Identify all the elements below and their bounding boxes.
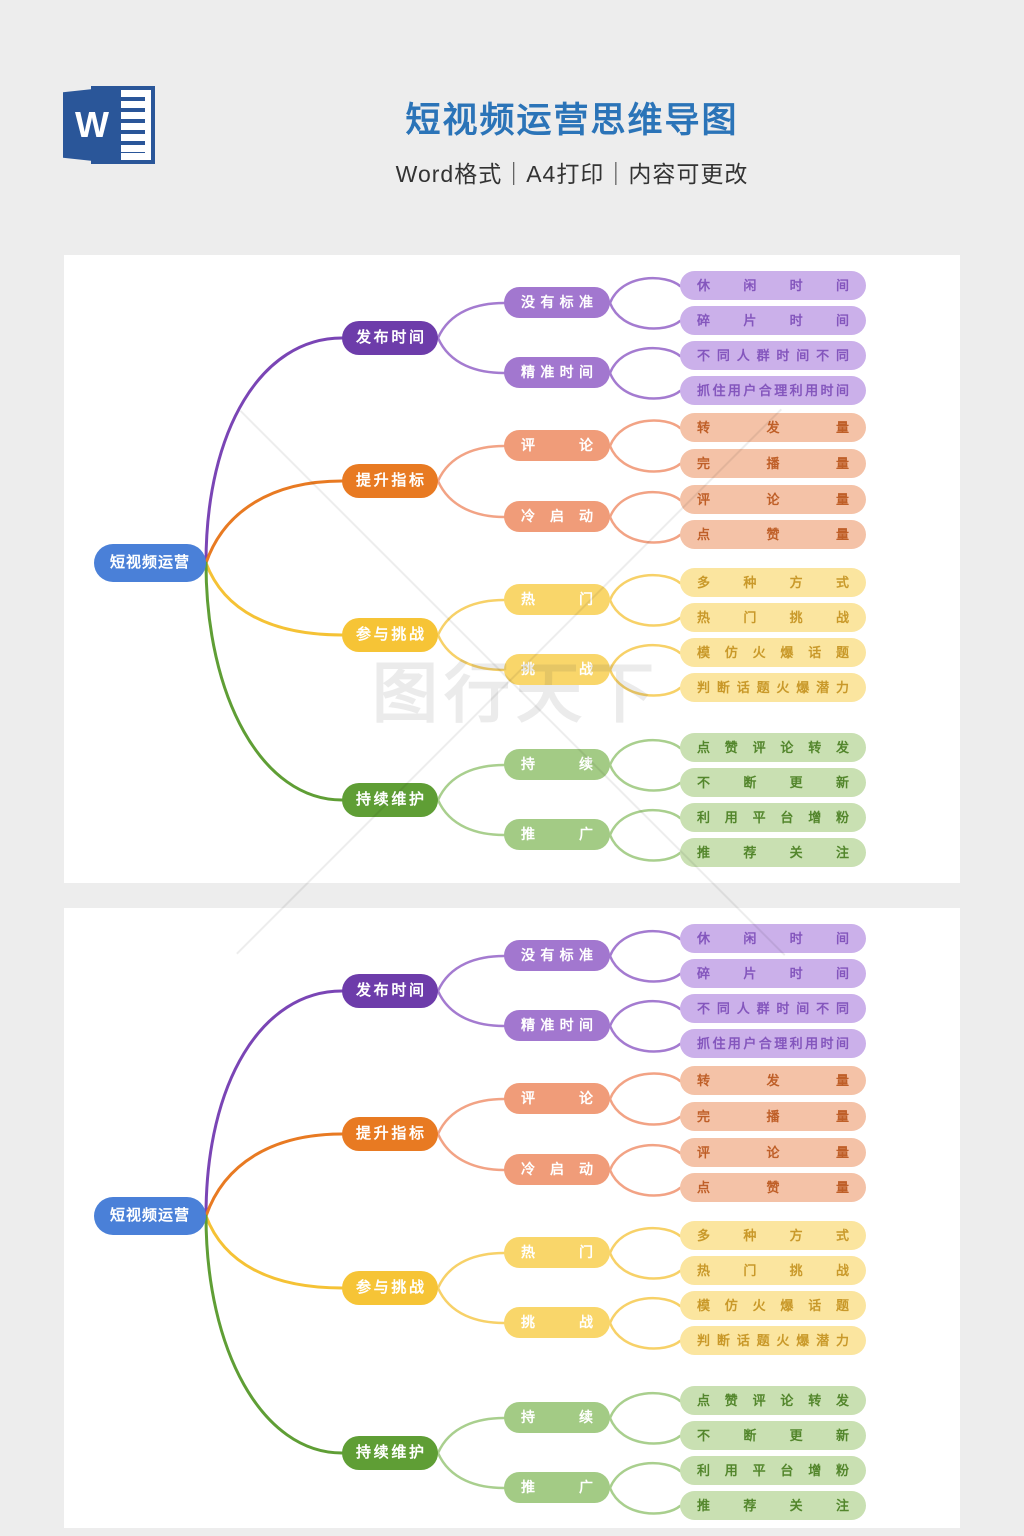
mindmap-canvas: 短视频运营 发布时间 提升指标 参与挑战 持续维护 没有标准 精准时间 评论 冷… [64, 912, 960, 1532]
word-document-icon: W [63, 84, 157, 166]
branch-node-join-challenge: 参与挑战 [342, 618, 438, 652]
sub-node-promotion: 推广 [504, 819, 610, 850]
sub-node-continuous: 持续 [504, 1402, 610, 1433]
root-node: 短视频运营 [94, 544, 206, 582]
mindmap-panel-2: 短视频运营 发布时间 提升指标 参与挑战 持续维护 没有标准 精准时间 评论 冷… [64, 908, 960, 1528]
leaf-node: 抓住用户合理利用时间 [680, 376, 866, 405]
branch-node-join-challenge: 参与挑战 [342, 1271, 438, 1305]
leaf-node: 休闲时间 [680, 271, 866, 300]
sub-node-challenge: 挑战 [504, 1307, 610, 1338]
leaf-node: 推荐关注 [680, 838, 866, 867]
sub-node-comment: 评论 [504, 1083, 610, 1114]
branch-node-publish-time: 发布时间 [342, 974, 438, 1008]
leaf-node: 不同人群时间不同 [680, 341, 866, 370]
sub-node-precise-time: 精准时间 [504, 1010, 610, 1041]
sub-node-cold-start: 冷启动 [504, 1154, 610, 1185]
word-icon-letter: W [75, 104, 109, 145]
leaf-node: 不同人群时间不同 [680, 994, 866, 1023]
branch-node-improve-metrics: 提升指标 [342, 1117, 438, 1151]
sub-node-continuous: 持续 [504, 749, 610, 780]
sub-node-cold-start: 冷启动 [504, 501, 610, 532]
leaf-node: 判断话题火爆潜力 [680, 1326, 866, 1355]
leaf-node: 转发量 [680, 413, 866, 442]
header: W 短视频运营思维导图 Word格式｜A4打印｜内容可更改 [0, 0, 1024, 230]
leaf-node: 点赞量 [680, 1173, 866, 1202]
leaf-node: 完播量 [680, 449, 866, 478]
leaf-node: 点赞评论转发 [680, 1386, 866, 1415]
sub-node-comment: 评论 [504, 430, 610, 461]
root-node: 短视频运营 [94, 1197, 206, 1235]
leaf-node: 多种方式 [680, 568, 866, 597]
leaf-node: 不断更新 [680, 1421, 866, 1450]
leaf-node: 评论量 [680, 1138, 866, 1167]
leaf-node: 推荐关注 [680, 1491, 866, 1520]
leaf-node: 判断话题火爆潜力 [680, 673, 866, 702]
leaf-node: 热门挑战 [680, 603, 866, 632]
header-text: 短视频运营思维导图 Word格式｜A4打印｜内容可更改 [130, 92, 1014, 189]
page-title: 短视频运营思维导图 [405, 101, 739, 140]
leaf-node: 利用平台增粉 [680, 1456, 866, 1485]
leaf-node: 评论量 [680, 485, 866, 514]
word-icon-w-letter: W [63, 86, 121, 164]
leaf-node: 热门挑战 [680, 1256, 866, 1285]
leaf-node: 模仿火爆话题 [680, 1291, 866, 1320]
leaf-node: 抓住用户合理利用时间 [680, 1029, 866, 1058]
branch-node-maintain: 持续维护 [342, 783, 438, 817]
sub-node-hot: 热门 [504, 1237, 610, 1268]
sub-node-no-standard: 没有标准 [504, 940, 610, 971]
sub-node-precise-time: 精准时间 [504, 357, 610, 388]
leaf-node: 碎片时间 [680, 306, 866, 335]
leaf-node: 模仿火爆话题 [680, 638, 866, 667]
leaf-node: 完播量 [680, 1102, 866, 1131]
leaf-node: 休闲时间 [680, 924, 866, 953]
mindmap-canvas: 短视频运营 发布时间 提升指标 参与挑战 持续维护 没有标准 精准时间 评论 冷… [64, 259, 960, 879]
connector-lines [204, 276, 682, 862]
leaf-node: 多种方式 [680, 1221, 866, 1250]
sub-node-hot: 热门 [504, 584, 610, 615]
branch-node-maintain: 持续维护 [342, 1436, 438, 1470]
leaf-node: 碎片时间 [680, 959, 866, 988]
leaf-node: 点赞量 [680, 520, 866, 549]
branch-node-improve-metrics: 提升指标 [342, 464, 438, 498]
leaf-node: 转发量 [680, 1066, 866, 1095]
branch-node-publish-time: 发布时间 [342, 321, 438, 355]
connector-lines [204, 929, 682, 1515]
leaf-node: 不断更新 [680, 768, 866, 797]
mindmap-panel-1: 短视频运营 发布时间 提升指标 参与挑战 持续维护 没有标准 精准时间 评论 冷… [64, 255, 960, 883]
sub-node-challenge: 挑战 [504, 654, 610, 685]
page-subtitle: Word格式｜A4打印｜内容可更改 [395, 161, 749, 187]
sub-node-no-standard: 没有标准 [504, 287, 610, 318]
sub-node-promotion: 推广 [504, 1472, 610, 1503]
leaf-node: 点赞评论转发 [680, 733, 866, 762]
leaf-node: 利用平台增粉 [680, 803, 866, 832]
